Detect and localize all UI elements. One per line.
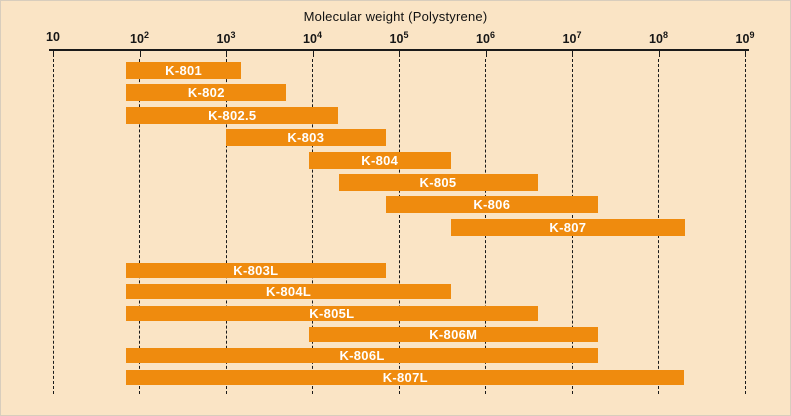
- gridline: [52, 59, 54, 394]
- axis-tick-label: 104: [303, 30, 322, 47]
- bar-K-802.5: K-802.5: [126, 106, 339, 124]
- bar-K-803L: K-803L: [126, 263, 386, 278]
- x-axis-line: [49, 49, 749, 51]
- bar-K-807: K-807: [451, 218, 685, 236]
- bar-K-806L: K-806L: [126, 348, 598, 364]
- axis-tick-label: 102: [130, 30, 149, 47]
- axis-tick-label: 109: [735, 30, 755, 47]
- bar-K-802: K-802: [126, 84, 287, 102]
- axis-tick-label: 10: [46, 30, 60, 44]
- axis-tick: [572, 51, 573, 57]
- axis-tick-label: 105: [389, 30, 409, 47]
- gridline: [398, 59, 400, 394]
- axis-tick: [658, 51, 660, 57]
- axis-tick: [485, 51, 487, 57]
- axis-tick: [53, 51, 54, 57]
- gridline: [139, 59, 140, 394]
- chart-title: Molecular weight (Polystyrene): [303, 9, 488, 24]
- axis-tick: [399, 51, 400, 57]
- gridline: [744, 59, 746, 394]
- bar-K-807L: K-807L: [126, 369, 685, 385]
- axis-tick: [226, 51, 227, 57]
- bar-K-805L: K-805L: [126, 305, 538, 321]
- gridline: [225, 59, 227, 394]
- axis-tick: [139, 51, 141, 57]
- axis-tick-label: 103: [216, 30, 236, 47]
- bar-K-803: K-803: [226, 129, 386, 147]
- axis-tick-label: 106: [476, 30, 495, 47]
- axis-tick: [312, 51, 314, 57]
- axis-tick: [745, 51, 746, 57]
- axis-tick-label: 107: [562, 30, 582, 47]
- bar-K-806M: K-806M: [308, 326, 598, 342]
- bar-K-804: K-804: [308, 151, 451, 169]
- axis-tick-label: 108: [649, 30, 668, 47]
- bar-K-805: K-805: [338, 174, 538, 191]
- bar-K-804L: K-804L: [126, 284, 452, 300]
- bar-K-801: K-801: [126, 62, 242, 79]
- gridline: [312, 59, 313, 394]
- bar-K-806: K-806: [385, 196, 598, 214]
